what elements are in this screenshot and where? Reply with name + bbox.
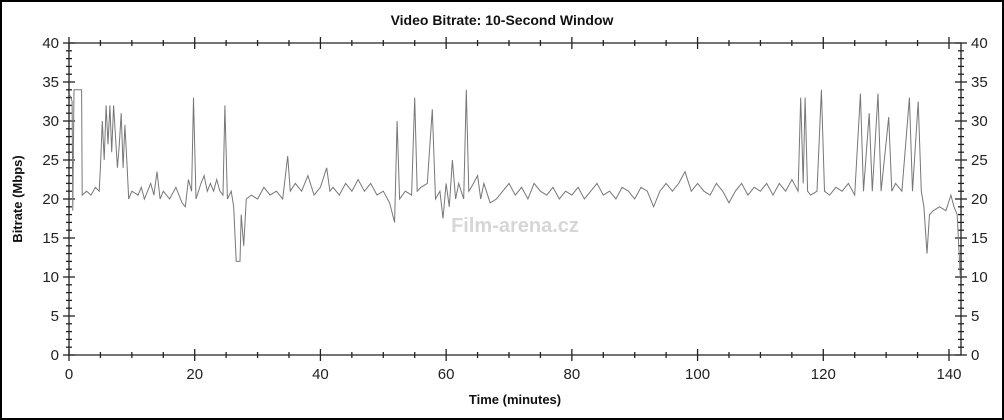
x-tick-label: 100 xyxy=(685,366,710,383)
watermark-logo: Film-arena.cz xyxy=(451,215,579,237)
y-right-tick-label: 40 xyxy=(971,35,988,52)
y-right-tick-label: 10 xyxy=(971,269,988,286)
y-tick-label: 40 xyxy=(42,35,59,52)
series xyxy=(68,89,961,278)
y-right-tick-label: 25 xyxy=(971,152,988,169)
axes: 0 5 10 15 20 25 30 35 40 0 5 10 15 20 25 30 35 40 0 20 40 60 8… xyxy=(42,35,987,383)
y-tick-label: 20 xyxy=(42,191,59,208)
y-tick-label: 0 xyxy=(51,347,59,364)
y-right-tick-label: 35 xyxy=(971,74,988,91)
x-tick-label: 120 xyxy=(811,366,836,383)
y-right-tick-label: 0 xyxy=(971,347,979,364)
y-right-tick-label: 20 xyxy=(971,191,988,208)
y-tick-label: 25 xyxy=(42,152,59,169)
y-tick-label: 5 xyxy=(51,308,59,325)
y-tick-label: 10 xyxy=(42,269,59,286)
x-tick-label: 40 xyxy=(312,366,329,383)
y-right-tick-label: 5 xyxy=(971,308,979,325)
y-axis-label: Bitrate (Mbps) xyxy=(10,155,25,242)
y-tick-label: 30 xyxy=(42,113,59,130)
x-tick-label: 60 xyxy=(438,366,455,383)
x-tick-label: 80 xyxy=(564,366,581,383)
x-tick-label: 0 xyxy=(65,366,73,383)
y-tick-label: 15 xyxy=(42,230,59,247)
x-axis-label: Time (minutes) xyxy=(469,392,561,407)
bitrate-line xyxy=(68,89,961,278)
y-tick-label: 35 xyxy=(42,74,59,91)
chart-title: Video Bitrate: 10-Second Window xyxy=(391,12,614,28)
y-right-tick-label: 15 xyxy=(971,230,988,247)
y-right-tick-label: 30 xyxy=(971,113,988,130)
x-tick-label: 140 xyxy=(936,366,961,383)
x-tick-label: 20 xyxy=(186,366,203,383)
